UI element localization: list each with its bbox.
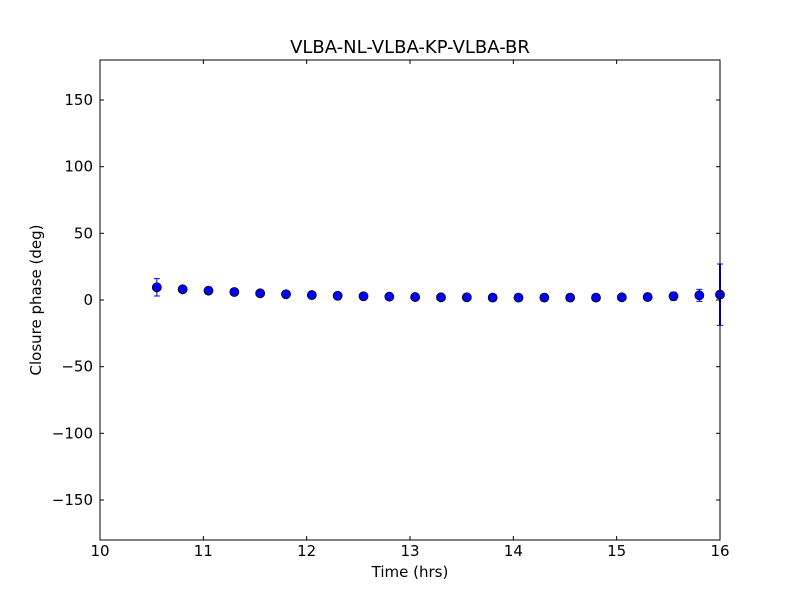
x-tick-label: 12 bbox=[297, 542, 316, 560]
x-tick-label: 16 bbox=[710, 542, 729, 560]
data-point bbox=[229, 287, 240, 297]
data-point bbox=[487, 292, 498, 303]
axis-ticks: 10 11 12 13 14 15 16 150 100 50 0 −50 −100 −150 bbox=[52, 60, 730, 560]
data-point bbox=[306, 290, 317, 300]
data-point bbox=[203, 285, 214, 296]
data-point bbox=[694, 290, 705, 301]
chart-title: VLBA-NL-VLBA-KP-VLBA-BR bbox=[290, 37, 530, 58]
data-point bbox=[513, 292, 524, 303]
y-tick-label: −50 bbox=[61, 358, 93, 376]
x-tick-label: 15 bbox=[607, 542, 626, 560]
y-tick-label: −100 bbox=[52, 424, 93, 442]
data-point bbox=[358, 291, 369, 302]
data-point bbox=[565, 292, 576, 303]
y-tick-label: 150 bbox=[64, 91, 93, 109]
data-point bbox=[616, 292, 627, 303]
data-point bbox=[591, 292, 601, 303]
data-point bbox=[384, 291, 395, 302]
x-tick-label: 14 bbox=[504, 542, 523, 560]
y-tick-label: 0 bbox=[83, 291, 93, 309]
data-point bbox=[436, 292, 446, 303]
y-tick-label: −150 bbox=[52, 491, 93, 509]
y-axis-label: Closure phase (deg) bbox=[27, 225, 45, 376]
x-tick-label: 13 bbox=[400, 542, 419, 560]
data-point bbox=[539, 292, 550, 303]
y-tick-label: 100 bbox=[64, 158, 93, 176]
data-point bbox=[668, 291, 679, 302]
data-point bbox=[642, 292, 653, 302]
data-point bbox=[461, 292, 472, 303]
plot-frame bbox=[99, 59, 721, 541]
data-point bbox=[332, 290, 343, 301]
data-point bbox=[255, 288, 266, 299]
data-marks bbox=[151, 263, 725, 326]
x-axis-label: Time (hrs) bbox=[371, 563, 449, 581]
data-point bbox=[281, 289, 291, 300]
data-point bbox=[177, 284, 188, 295]
x-tick-label: 11 bbox=[194, 542, 213, 560]
data-point bbox=[410, 292, 421, 302]
y-tick-label: 50 bbox=[74, 224, 93, 242]
x-tick-label: 10 bbox=[90, 542, 109, 560]
data-point bbox=[151, 282, 162, 293]
